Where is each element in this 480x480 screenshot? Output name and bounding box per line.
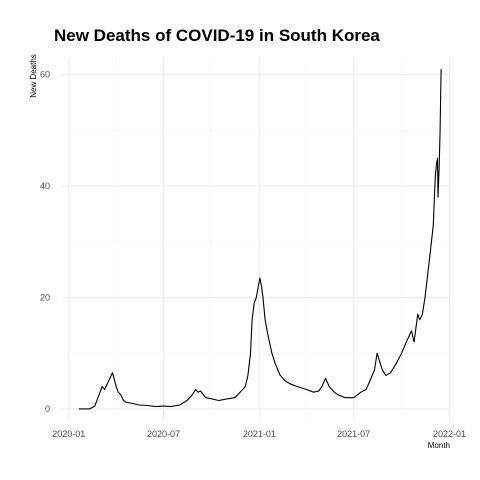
x-tick-label: 2020-01	[52, 429, 85, 439]
x-tick-label: 2021-01	[243, 429, 276, 439]
y-tick-label: 60	[40, 70, 50, 80]
x-tick-labels: 2020-01 2020-07 2021-01 2021-07 2022-01	[52, 429, 466, 439]
y-tick-label: 40	[40, 181, 50, 191]
y-axis-title: New Deaths	[29, 54, 38, 98]
y-tick-labels: 0 20 40 60	[40, 70, 50, 414]
series-layer	[78, 69, 442, 410]
grid-minor	[62, 58, 450, 420]
series-line	[78, 69, 442, 410]
x-tick-label: 2021-07	[337, 429, 370, 439]
y-tick-label: 0	[45, 404, 50, 414]
x-axis-title: Month	[428, 441, 450, 450]
x-tick-label: 2022-01	[433, 429, 466, 439]
y-tick-label: 20	[40, 292, 50, 302]
grid-major	[62, 58, 450, 420]
chart-title: New Deaths of COVID-19 in South Korea	[54, 26, 380, 45]
x-tick-label: 2020-07	[147, 429, 180, 439]
